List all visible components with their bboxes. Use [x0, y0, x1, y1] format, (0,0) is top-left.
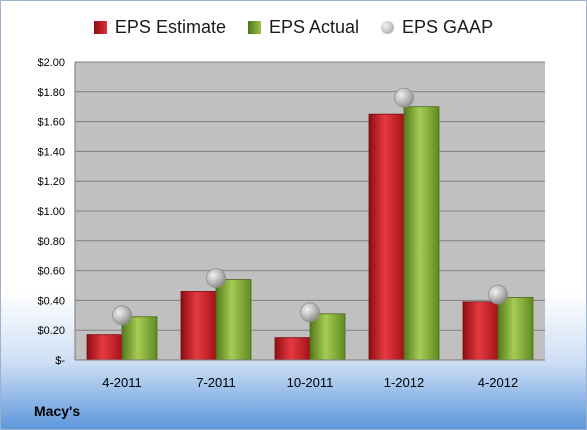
legend-swatch-eps-actual — [247, 21, 261, 34]
marker-eps-gaap — [300, 302, 320, 323]
marker-eps-gaap — [488, 284, 508, 305]
y-tick-label: $2.00 — [37, 57, 65, 69]
y-tick-label: $1.00 — [37, 206, 65, 218]
x-tick-label: 1-2012 — [384, 375, 424, 390]
legend-label-eps-gaap: EPS GAAP — [402, 17, 494, 37]
bar-series — [86, 106, 534, 361]
legend-swatch-eps-gaap — [381, 21, 395, 34]
bar-eps-estimate — [462, 301, 499, 361]
bar-eps-estimate — [86, 334, 123, 361]
y-tick-label: $1.80 — [37, 87, 65, 99]
bar-eps-actual — [497, 297, 534, 361]
y-axis: $- $0.20 $0.40 $0.60 $0.80 $1.00 $1.20 $1.40 $1.… — [37, 57, 76, 367]
x-tick-label: 10-2011 — [287, 375, 334, 390]
bar-eps-actual — [403, 106, 440, 361]
y-tick-label: $1.20 — [37, 176, 65, 188]
legend-swatch-eps-estimate — [93, 21, 107, 34]
x-tick-label: 7-2011 — [196, 375, 236, 390]
y-tick-label: $0.20 — [37, 325, 65, 337]
marker-eps-gaap — [112, 305, 132, 326]
bar-eps-estimate — [180, 291, 217, 361]
legend-item-eps-estimate: EPS Estimate — [93, 17, 226, 38]
y-tick-label: $0.80 — [37, 236, 65, 248]
legend-item-eps-actual: EPS Actual — [247, 17, 360, 38]
chart-legend: EPS Estimate EPS Actual EPS GAAP — [1, 17, 586, 38]
company-label: Macy's — [34, 403, 81, 419]
bar-eps-actual — [309, 313, 346, 361]
y-tick-label: $- — [55, 355, 65, 367]
x-tick-label: 4-2011 — [102, 375, 142, 390]
bar-eps-actual — [215, 279, 252, 361]
gaap-markers — [112, 87, 508, 326]
y-tick-label: $0.40 — [37, 295, 65, 307]
x-tick-label: 4-2012 — [478, 375, 518, 390]
y-tick-label: $0.60 — [37, 266, 65, 278]
x-axis: 4-2011 7-2011 10-2011 1-2012 4-2012 — [75, 359, 545, 390]
legend-label-eps-estimate: EPS Estimate — [114, 17, 226, 37]
bar-eps-estimate — [274, 337, 311, 361]
legend-item-eps-gaap: EPS GAAP — [381, 17, 493, 38]
marker-eps-gaap — [394, 87, 414, 108]
legend-label-eps-actual: EPS Actual — [268, 17, 360, 37]
y-tick-label: $1.40 — [37, 146, 65, 158]
bar-eps-estimate — [368, 113, 405, 361]
marker-eps-gaap — [206, 268, 226, 288]
y-tick-label: $1.60 — [37, 117, 65, 129]
